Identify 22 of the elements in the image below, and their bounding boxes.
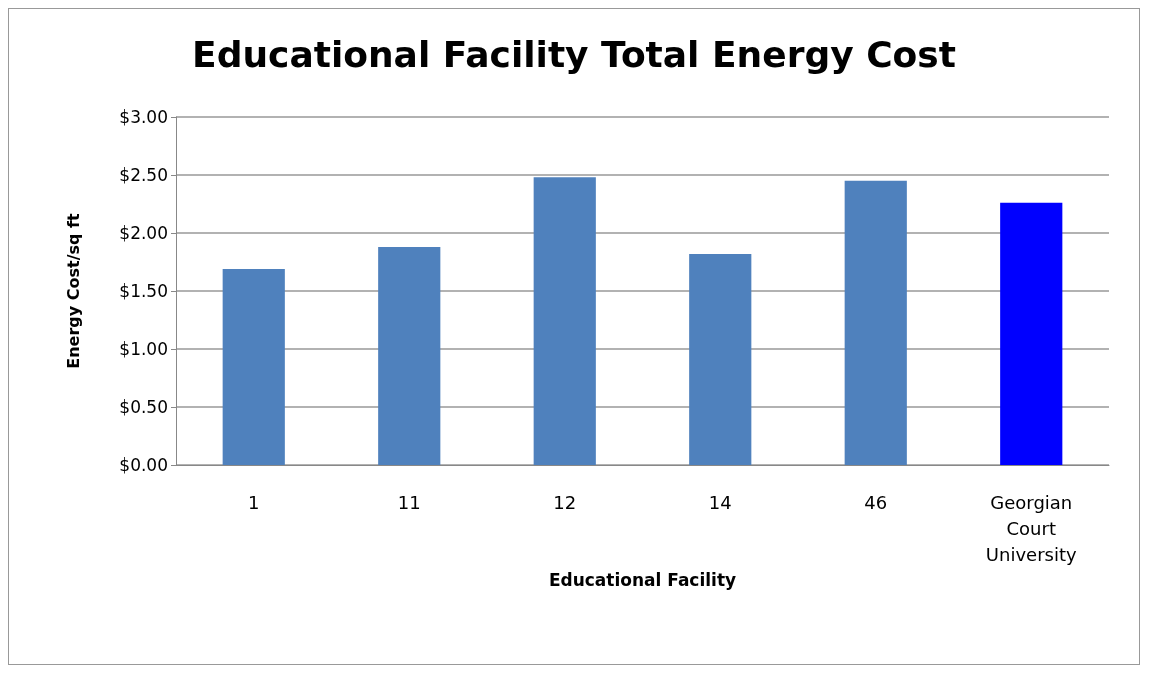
y-tick-label: $2.00 [119, 223, 168, 243]
bar [844, 180, 907, 465]
y-tick-label: $0.50 [119, 397, 168, 417]
y-tick-label: $0.00 [119, 455, 168, 475]
y-tick-label: $3.00 [119, 107, 168, 127]
bar [1000, 202, 1063, 465]
y-tick-label: $2.50 [119, 165, 168, 185]
bar [689, 253, 752, 465]
x-tick-label: 12 [553, 491, 577, 513]
bar [533, 177, 596, 465]
bar [222, 268, 285, 465]
x-axis-title: Educational Facility [548, 570, 737, 591]
x-tick-label: 11 [397, 491, 421, 513]
y-axis-title: Energy Cost/sq ft [63, 212, 83, 369]
x-tick-label: 1 [248, 491, 260, 513]
x-tick-label: Georgian Court University [985, 491, 1077, 565]
x-tick-label: 14 [708, 491, 732, 513]
bar [378, 246, 441, 465]
y-tick-label: $1.50 [119, 281, 168, 301]
chart-title: Educational Facility Total Energy Cost [192, 33, 956, 75]
y-tick-label: $1.00 [119, 339, 168, 359]
x-tick-label: 46 [864, 491, 888, 513]
